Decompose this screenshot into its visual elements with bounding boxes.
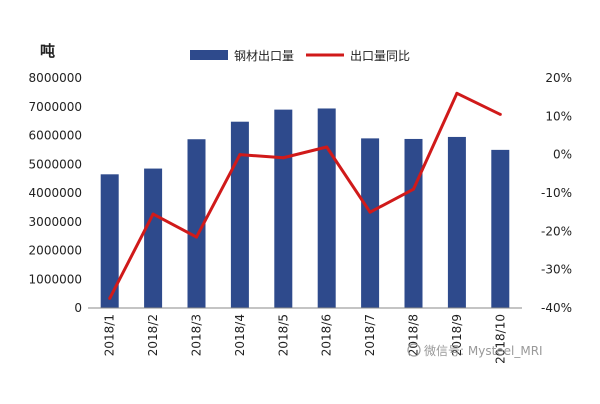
x-tick-label: 2018/2 [146, 314, 160, 356]
x-axis-ticks: 2018/1 2018/2 2018/3 2018/4 2018/5 2018/6 2018… [103, 314, 508, 364]
yoy-line [108, 91, 501, 300]
line-series [108, 91, 502, 300]
yoy-point-2018-7 [368, 210, 372, 214]
yoy-point-2018-10 [498, 112, 502, 116]
bar-2018-2 [144, 168, 163, 308]
legend-label-line: 出口量同比 [350, 49, 410, 63]
watermark: 微信号: Mysteel_MRI [407, 343, 543, 358]
right-tick-label: -40% [541, 301, 572, 315]
left-tick-label: 4000000 [29, 186, 82, 200]
bar-2018-6 [317, 108, 336, 308]
legend-swatch-bar [190, 50, 228, 60]
yoy-point-2018-3 [195, 235, 198, 239]
right-tick-label: -20% [541, 224, 572, 238]
right-tick-label: 10% [545, 109, 572, 123]
wechat-icon [407, 343, 421, 357]
yoy-point-2018-9 [455, 91, 459, 95]
left-tick-label: 0 [74, 301, 82, 315]
bar-2018-8 [404, 138, 423, 308]
yoy-point-2018-4 [238, 153, 242, 157]
left-tick-label: 5000000 [29, 157, 82, 171]
x-tick-label: 2018/9 [450, 314, 464, 356]
yoy-point-2018-5 [281, 156, 285, 160]
bar-2018-4 [230, 121, 249, 308]
bar-2018-9 [447, 136, 466, 308]
x-tick-label: 2018/4 [233, 314, 247, 356]
bar-2018-1 [100, 174, 119, 308]
x-tick-label: 2018/7 [363, 314, 377, 356]
right-axis-ticks: -40% -30% -20% -10% 0% 10% 20% [541, 71, 572, 315]
yoy-point-2018-8 [412, 187, 415, 191]
left-tick-label: 7000000 [29, 100, 82, 114]
left-tick-label: 6000000 [29, 129, 82, 143]
bar-2018-3 [187, 139, 206, 308]
bar-2018-5 [274, 109, 293, 308]
right-tick-label: 20% [545, 71, 572, 85]
yoy-point-2018-2 [151, 212, 155, 216]
left-tick-label: 2000000 [29, 244, 82, 258]
left-axis-ticks: 0 1000000 2000000 3000000 4000000 5000000 6000… [29, 71, 82, 315]
x-tick-label: 2018/5 [276, 314, 290, 356]
yoy-point-2018-6 [325, 145, 329, 149]
x-tick-label: 2018/3 [190, 314, 204, 356]
bar-2018-7 [361, 138, 380, 308]
y-unit-label: 吨 [40, 42, 55, 60]
left-tick-label: 3000000 [29, 215, 82, 229]
legend: 钢材出口量 出口量同比 [190, 49, 410, 63]
x-tick-label: 2018/10 [493, 314, 507, 364]
bar-series [100, 108, 510, 308]
right-tick-label: -10% [541, 186, 572, 200]
watermark-text: 微信号: Mysteel_MRI [424, 344, 543, 358]
x-tick-label: 2018/1 [103, 314, 117, 356]
yoy-point-2018-1 [108, 296, 112, 300]
left-tick-label: 1000000 [29, 272, 82, 286]
left-tick-label: 8000000 [29, 71, 82, 85]
right-tick-label: -30% [541, 263, 572, 277]
right-tick-label: 0% [553, 148, 572, 162]
bar-2018-10 [491, 149, 510, 308]
legend-label-bar: 钢材出口量 [234, 49, 294, 63]
x-tick-label: 2018/6 [320, 314, 334, 356]
